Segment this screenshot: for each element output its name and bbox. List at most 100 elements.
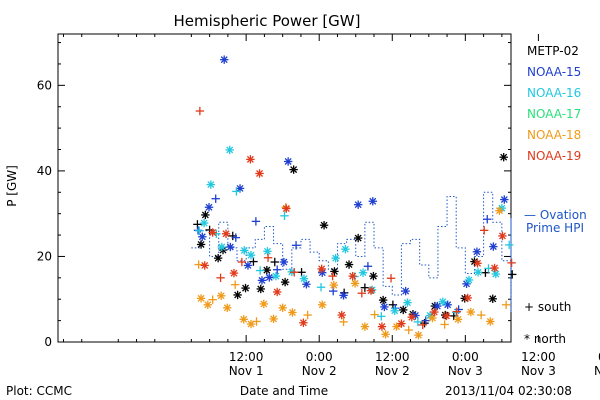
data-point [421, 316, 430, 325]
data-point [381, 330, 390, 339]
data-point [232, 187, 241, 196]
data-point [213, 253, 223, 263]
x-axis-label: Date and Time [240, 384, 328, 398]
x-tick-day-label: Nov 3 [448, 364, 483, 378]
data-point [252, 317, 261, 326]
data-point [269, 314, 278, 324]
data-point [339, 317, 348, 327]
x-tick-day-label: Nov 2 [375, 364, 410, 378]
data-point [438, 297, 448, 306]
data-point [358, 268, 368, 277]
data-point [369, 271, 378, 281]
data-point [199, 218, 209, 228]
x-tick-time-label: 0:00 [452, 350, 479, 364]
data-point [316, 283, 326, 292]
plot-credit: Plot: CCMC [6, 384, 72, 398]
data-point [231, 233, 240, 242]
data-point [490, 263, 499, 273]
data-point [418, 320, 427, 330]
data-point [272, 287, 282, 297]
data-point [466, 307, 476, 317]
data-point [223, 303, 232, 312]
data-point [196, 294, 206, 303]
data-point [341, 244, 350, 254]
data-point [216, 273, 225, 283]
legend-entry: NOAA-15 [527, 65, 581, 79]
data-point [282, 204, 291, 213]
data-point [249, 257, 258, 266]
legend-south-symbol: + south [524, 300, 571, 314]
data-point [240, 246, 249, 255]
model-step-line [191, 191, 512, 313]
data-point [344, 260, 354, 269]
data-point [194, 260, 203, 269]
data-point [473, 268, 483, 277]
x-tick-time-label: 12:00 [229, 350, 264, 364]
legend-model-line: — Ovation [524, 208, 587, 222]
legend-entry: NOAA-16 [527, 86, 581, 100]
data-point [476, 310, 486, 320]
data-point [366, 286, 376, 295]
data-point [196, 240, 206, 249]
data-point [378, 295, 388, 305]
data-point [443, 300, 452, 309]
data-point [386, 274, 396, 283]
data-point [433, 301, 442, 311]
data-point [499, 153, 508, 162]
data-point [246, 155, 255, 164]
data-point [208, 295, 217, 304]
data-point [200, 261, 209, 270]
data-point [225, 145, 234, 155]
data-point [331, 253, 340, 263]
data-point [256, 284, 265, 294]
data-point [263, 247, 272, 256]
data-point [206, 180, 216, 189]
data-point [491, 269, 500, 279]
satellite-points [193, 55, 517, 340]
data-point [289, 165, 298, 174]
data-point [501, 300, 511, 309]
data-point [377, 312, 386, 321]
data-point [404, 325, 413, 335]
data-point [407, 312, 416, 322]
data-point [230, 280, 240, 289]
y-tick-label: 60 [37, 78, 52, 92]
data-point [464, 275, 474, 285]
data-point [473, 259, 482, 268]
data-point [357, 289, 367, 298]
legend: METP-02 NOAA-15 NOAA-16 NOAA-17 NOAA-18 NOAA-… [527, 44, 581, 163]
y-tick-label: 40 [37, 164, 52, 178]
x-tick-day-label: Nov 1 [229, 364, 264, 378]
data-point [392, 322, 401, 331]
data-point [453, 315, 463, 324]
data-point [442, 311, 451, 321]
data-point [251, 217, 261, 226]
legend-north-symbol: * north [524, 332, 566, 346]
data-point [498, 231, 507, 241]
data-point [360, 322, 370, 331]
legend-entry: NOAA-19 [527, 149, 581, 163]
data-point [488, 294, 497, 303]
data-point [504, 240, 514, 250]
data-point [241, 283, 250, 293]
data-point [288, 308, 297, 317]
data-point [299, 318, 308, 327]
chart-title: Hemispheric Power [GW] [174, 12, 361, 30]
data-point [280, 277, 290, 287]
data-point [399, 305, 408, 315]
data-point [390, 306, 399, 315]
data-point [198, 232, 207, 241]
data-point [339, 291, 348, 300]
data-point [318, 300, 327, 309]
data-point [270, 257, 279, 267]
data-point [486, 317, 495, 326]
data-point [348, 271, 357, 281]
x-tick-time-label: 0:00 [306, 350, 333, 364]
data-point [353, 200, 363, 209]
data-point [319, 221, 329, 230]
data-point [500, 195, 509, 204]
data-point [217, 242, 226, 252]
data-point [239, 315, 248, 324]
